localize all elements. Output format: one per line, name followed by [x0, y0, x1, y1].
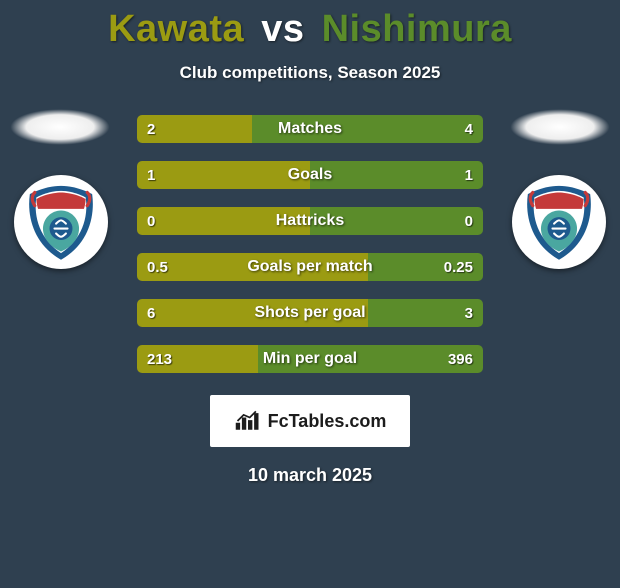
- comparison-title: Kawata vs Nishimura: [0, 8, 620, 51]
- stat-bar: 00Hattricks: [137, 207, 483, 235]
- stat-segment-right: [310, 207, 483, 235]
- versus-label: vs: [261, 8, 304, 50]
- stat-value-left: 6: [147, 299, 155, 327]
- comparison-stage: 24Matches11Goals00Hattricks0.50.25Goals …: [0, 115, 620, 373]
- stat-bar: 24Matches: [137, 115, 483, 143]
- player1-name: Kawata: [108, 8, 244, 50]
- stat-value-right: 3: [465, 299, 473, 327]
- stat-bar: 213396Min per goal: [137, 345, 483, 373]
- stats-bars: 24Matches11Goals00Hattricks0.50.25Goals …: [137, 115, 483, 373]
- club-crest-icon: [20, 181, 102, 263]
- stat-segment-left: [137, 253, 368, 281]
- stat-segment-left: [137, 207, 310, 235]
- club-badge-left: [14, 175, 108, 269]
- stat-value-right: 4: [465, 115, 473, 143]
- stat-segment-right: [310, 161, 483, 189]
- stat-value-right: 396: [448, 345, 473, 373]
- stat-segment-left: [137, 161, 310, 189]
- stat-bar: 11Goals: [137, 161, 483, 189]
- date-label: 10 march 2025: [0, 465, 620, 486]
- stat-value-right: 1: [465, 161, 473, 189]
- stat-value-left: 1: [147, 161, 155, 189]
- club-badge-right: [512, 175, 606, 269]
- stat-bar: 0.50.25Goals per match: [137, 253, 483, 281]
- bar-chart-icon: [234, 410, 262, 432]
- watermark: FcTables.com: [210, 395, 410, 447]
- flag-left: [10, 109, 110, 145]
- subtitle: Club competitions, Season 2025: [0, 63, 620, 83]
- stat-bar: 63Shots per goal: [137, 299, 483, 327]
- watermark-text: FcTables.com: [268, 411, 387, 432]
- stat-value-left: 0: [147, 207, 155, 235]
- club-crest-icon: [518, 181, 600, 263]
- player2-name: Nishimura: [322, 8, 512, 50]
- stat-value-left: 213: [147, 345, 172, 373]
- stat-value-left: 0.5: [147, 253, 168, 281]
- stat-segment-right: [252, 115, 483, 143]
- stat-segment-left: [137, 299, 368, 327]
- stat-value-right: 0: [465, 207, 473, 235]
- stat-value-left: 2: [147, 115, 155, 143]
- stat-value-right: 0.25: [444, 253, 473, 281]
- flag-right: [510, 109, 610, 145]
